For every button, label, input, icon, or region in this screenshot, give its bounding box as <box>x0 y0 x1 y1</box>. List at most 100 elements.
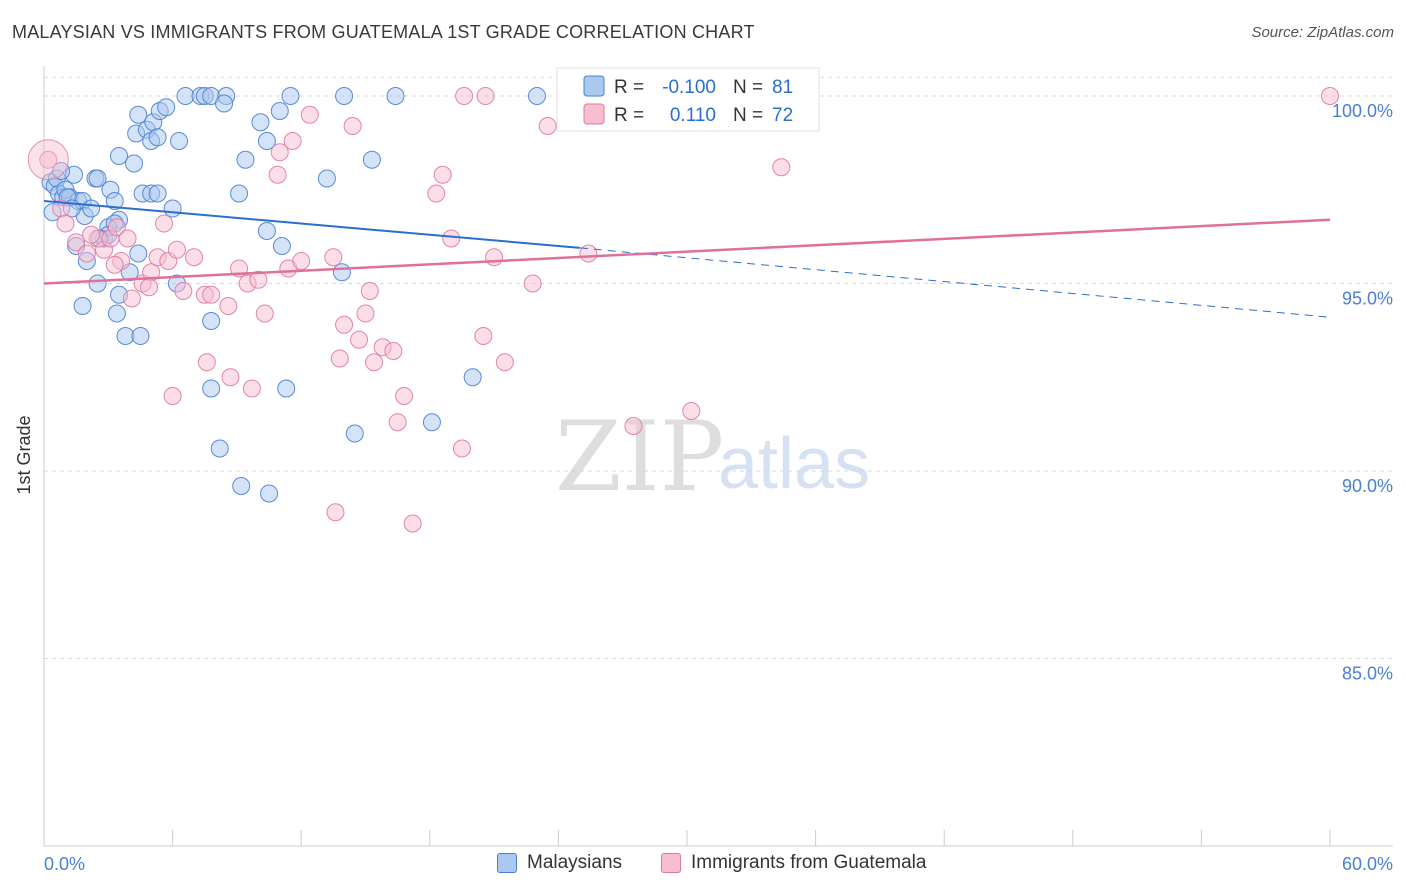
y-tick-label: 85.0% <box>1342 664 1393 684</box>
guatemala-point <box>167 240 186 259</box>
guatemala-point <box>283 132 302 150</box>
guatemala-point <box>107 218 126 237</box>
malaysians-point <box>251 113 270 132</box>
guatemala-point <box>350 330 369 349</box>
guatemala-point <box>67 233 86 252</box>
guatemala-cluster-point <box>27 139 69 181</box>
y-tick-label: 100.0% <box>1332 101 1393 121</box>
stats-r-label-pink: R = <box>614 105 644 126</box>
guatemala-point <box>330 349 349 368</box>
y-tick-label: 95.0% <box>1342 289 1393 309</box>
guatemala-point <box>82 225 101 244</box>
malaysians-point <box>335 87 354 105</box>
guatemala-point <box>624 417 643 435</box>
guatemala-point <box>221 368 240 387</box>
source-label: Source: ZipAtlas.com <box>1251 24 1394 41</box>
guatemala-point <box>579 244 598 263</box>
legend-item-guatemala[interactable]: Immigrants from Guatemala <box>661 852 926 874</box>
legend-swatch-guatemala <box>661 853 681 873</box>
guatemala-point <box>388 413 407 432</box>
guatemala-point <box>292 252 311 270</box>
stats-r-label-blue: R = <box>614 77 644 98</box>
watermark: ZIP atlas <box>555 401 870 513</box>
malaysians-point <box>148 128 167 147</box>
malaysians-point <box>463 368 482 387</box>
malaysians-point <box>232 477 251 495</box>
guatemala-point <box>249 270 268 289</box>
guatemala-point <box>268 165 287 184</box>
malaysians-point <box>82 199 101 218</box>
malaysians-point <box>105 192 124 210</box>
malaysians-point <box>148 184 167 203</box>
y-tick-label: 90.0% <box>1342 476 1393 496</box>
stats-swatch-pink <box>583 103 605 125</box>
stats-r-value-blue: -0.100 <box>662 77 716 98</box>
malaysians-point <box>52 162 71 180</box>
malaysians-point <box>386 87 405 105</box>
malaysians-trend-extension <box>579 247 1331 318</box>
stats-n-value-blue: 81 <box>772 77 793 98</box>
axes <box>43 66 1393 847</box>
malaysians-point <box>125 154 144 173</box>
malaysians-point <box>345 424 364 443</box>
guatemala-point <box>403 514 422 533</box>
guatemala-point <box>122 289 141 308</box>
legend-item-malaysians[interactable]: Malaysians <box>497 852 622 874</box>
guatemala-point <box>395 387 414 405</box>
stats-n-value-pink: 72 <box>772 105 793 126</box>
legend-label-malaysians: Malaysians <box>527 852 623 873</box>
guatemala-point <box>155 214 174 233</box>
guatemala-point <box>118 229 137 248</box>
guatemala-point <box>324 248 343 267</box>
stats-n-label-blue: N = <box>733 77 763 98</box>
guatemala-point <box>485 248 504 267</box>
guatemala-point <box>476 87 495 105</box>
watermark-atlas: atlas <box>718 424 870 504</box>
guatemala-point <box>140 278 159 297</box>
guatemala-point <box>452 439 471 458</box>
guatemala-point <box>365 353 384 372</box>
guatemala-point <box>356 304 375 323</box>
malaysians-point <box>422 413 441 432</box>
guatemala-point <box>772 158 791 177</box>
guatemala-point <box>300 105 319 124</box>
guatemala-point <box>682 402 701 420</box>
guatemala-point <box>335 315 354 334</box>
malaysians-point <box>163 199 182 218</box>
malaysians-point <box>202 312 221 330</box>
y-tick-labels: 85.0% 90.0% 95.0% 100.0% <box>1332 101 1393 684</box>
legend-swatch-malaysians <box>497 853 517 873</box>
guatemala-point <box>343 117 362 135</box>
guatemala-point <box>163 387 182 405</box>
guatemala-point <box>185 248 204 267</box>
guatemala-point <box>105 255 124 274</box>
malaysians-point <box>110 147 129 165</box>
malaysians-point <box>281 87 300 105</box>
stats-r-value-pink: 0.110 <box>670 105 716 126</box>
guatemala-point <box>326 503 345 522</box>
malaysians-point <box>317 169 336 188</box>
stats-n-label-pink: N = <box>733 105 763 126</box>
malaysians-point <box>272 237 291 255</box>
malaysians-point <box>73 297 92 315</box>
malaysians-point <box>362 150 381 169</box>
malaysians-point <box>116 327 135 345</box>
bottom-legend: Malaysians Immigrants from Guatemala <box>0 850 1406 880</box>
guatemala-point <box>270 143 289 162</box>
guatemala-point <box>455 87 474 105</box>
malaysians-point <box>210 439 229 458</box>
guatemala-point <box>474 327 493 345</box>
stats-legend: R = -0.100 N = 81 R = 0.110 N = 72 <box>556 67 820 132</box>
malaysians-point <box>88 169 107 188</box>
guatemala-point <box>1321 87 1339 105</box>
guatemala-point <box>255 304 274 323</box>
malaysians-point <box>129 244 148 263</box>
guatemala-point <box>174 282 193 300</box>
guatemala-point <box>360 282 379 300</box>
malaysians-point <box>129 105 148 124</box>
guatemala-point <box>384 342 403 360</box>
trend-lines <box>43 200 1331 318</box>
malaysians-trend-line <box>43 200 580 249</box>
guatemala-point <box>433 165 452 184</box>
